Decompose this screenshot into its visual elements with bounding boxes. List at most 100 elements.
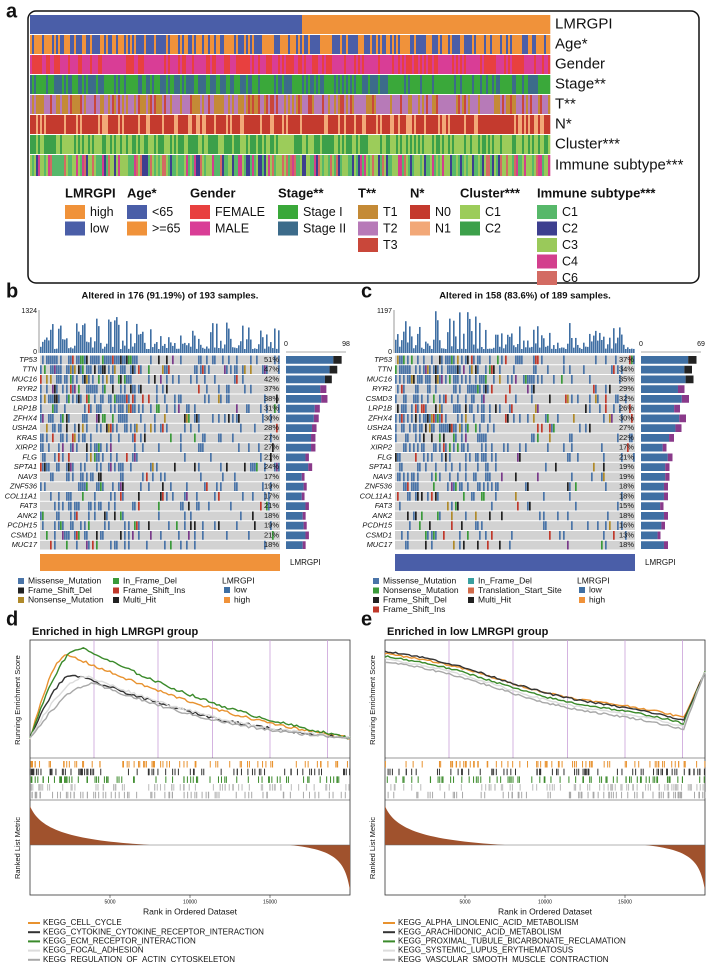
heatmap-cell	[246, 95, 249, 114]
mutation-cell	[441, 453, 443, 462]
heatmap-cell	[250, 155, 253, 176]
mutation-cell	[409, 423, 411, 433]
heatmap-cell	[472, 35, 475, 54]
heatmap-cell	[404, 115, 407, 134]
heatmap-cell	[414, 155, 417, 176]
heatmap-cell	[284, 35, 287, 54]
row-bg	[40, 511, 280, 521]
heatmap-cell	[114, 135, 117, 154]
mutation-cell	[270, 453, 272, 462]
heatmap-cell	[378, 135, 381, 154]
top-bar	[174, 343, 176, 353]
heatmap-cell	[352, 115, 355, 134]
mutation-cell	[419, 423, 421, 433]
mutation-cell	[465, 423, 467, 433]
mutation-cell	[94, 394, 96, 404]
side-bar	[641, 463, 666, 471]
heatmap-cell	[518, 75, 521, 94]
mutation-cell	[110, 492, 112, 501]
heatmap-cell	[336, 115, 339, 134]
mutation-cell	[130, 423, 132, 433]
mutation-cell	[196, 492, 198, 501]
heatmap-cell	[40, 75, 43, 94]
mutation-cell	[399, 365, 401, 374]
mutation-cell	[40, 462, 42, 472]
heatmap-cell	[484, 75, 487, 94]
heatmap-cell	[194, 95, 197, 114]
mutation-cell	[52, 423, 54, 433]
heatmap-cell	[106, 55, 109, 74]
heatmap-cell	[388, 115, 391, 134]
mutation-cell	[407, 531, 409, 540]
heatmap-cell	[166, 115, 169, 134]
mutation-cell	[425, 423, 427, 433]
heatmap-cell	[372, 15, 375, 34]
mutation-cell	[180, 501, 182, 511]
heatmap-cell	[186, 35, 189, 54]
mutation-cell	[517, 501, 519, 511]
heatmap-cell	[486, 155, 489, 176]
top-bar	[563, 347, 565, 353]
mutation-cell	[112, 375, 114, 384]
heatmap-cell	[312, 135, 315, 154]
heatmap-cell	[280, 75, 283, 94]
mutation-cell	[465, 394, 467, 404]
heatmap-cell	[88, 135, 91, 154]
mutation-cell	[413, 423, 415, 433]
heatmap-cell	[132, 135, 135, 154]
mutation-cell	[397, 472, 399, 482]
mutation-cell	[118, 433, 120, 443]
heatmap-cell	[292, 135, 295, 154]
heatmap-cell	[282, 115, 285, 134]
mutation-cell	[80, 355, 82, 365]
mutation-cell	[40, 365, 42, 374]
heatmap-cell	[292, 115, 295, 134]
mutation-cell	[447, 423, 449, 433]
heatmap-cell	[328, 55, 331, 74]
legend-item: Frame_Shift_Ins	[123, 585, 185, 595]
mutation-cell	[42, 414, 44, 423]
heatmap-cell	[270, 75, 273, 94]
mutation-cell	[617, 394, 619, 404]
mutation-cell	[158, 355, 160, 365]
mutation-cell	[447, 482, 449, 491]
mutation-cell	[164, 540, 166, 550]
mutation-cell	[571, 394, 573, 404]
heatmap-cell	[150, 35, 153, 54]
heatmap-cell	[456, 15, 459, 34]
heatmap-cell	[300, 95, 303, 114]
heatmap-cell	[54, 15, 57, 34]
top-bar	[188, 343, 190, 353]
heatmap-cell	[482, 135, 485, 154]
mutation-cell	[417, 482, 419, 491]
mutation-cell	[66, 365, 68, 374]
heatmap-cell	[312, 75, 315, 94]
mutation-cell	[134, 355, 136, 365]
mutation-cell	[451, 482, 453, 491]
heatmap-cell	[194, 135, 197, 154]
heatmap-cell	[466, 75, 469, 94]
mutation-cell	[583, 365, 585, 374]
heatmap-cell	[542, 55, 545, 74]
mutation-cell	[96, 531, 98, 540]
mutation-cell	[138, 384, 140, 394]
heatmap-cell	[64, 35, 67, 54]
mutation-cell	[451, 365, 453, 374]
heatmap-cell	[152, 35, 155, 54]
mutation-cell	[174, 404, 176, 413]
heatmap-cell	[56, 15, 59, 34]
heatmap-cell	[358, 155, 361, 176]
mutation-cell	[447, 365, 449, 374]
mutation-cell	[210, 453, 212, 462]
mutation-cell	[465, 462, 467, 472]
heatmap-cell	[266, 115, 269, 134]
heatmap-cell	[454, 75, 457, 94]
heatmap-cell	[380, 15, 383, 34]
heatmap-cell	[114, 75, 117, 94]
mutation-cell	[605, 482, 607, 491]
heatmap-cell	[528, 55, 531, 74]
heatmap-cell	[366, 15, 369, 34]
mutation-cell	[465, 433, 467, 443]
heatmap-cell	[484, 95, 487, 114]
top-bar	[397, 334, 399, 353]
